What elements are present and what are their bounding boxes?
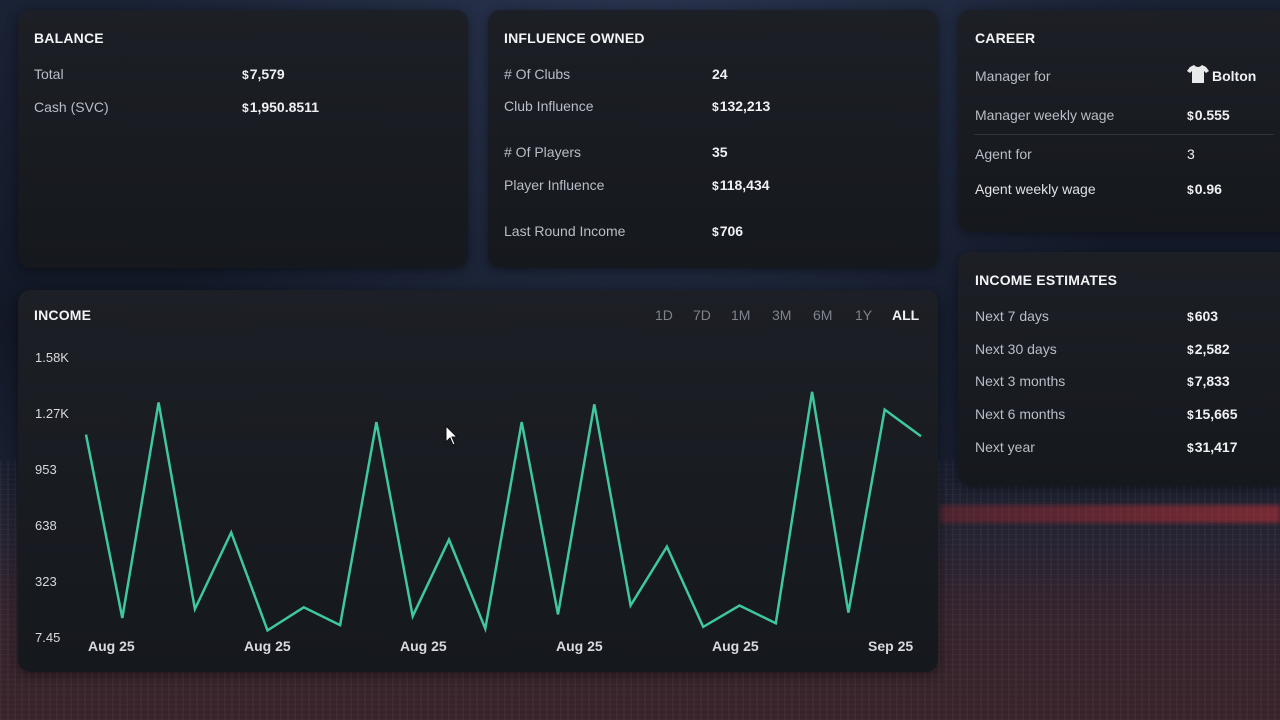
estimate-7d-label: Next 7 days	[975, 308, 1049, 324]
manager-for-club[interactable]: Bolton	[1212, 68, 1257, 84]
income-series-line	[84, 391, 922, 634]
income-data-point[interactable]	[519, 419, 525, 425]
income-data-point[interactable]	[83, 432, 89, 438]
estimate-year-label: Next year	[975, 439, 1035, 455]
income-data-point[interactable]	[628, 603, 634, 609]
club-influence-label: Club Influence	[504, 98, 594, 114]
agent-wage-label: Agent weekly wage	[975, 181, 1096, 197]
shirt-icon	[1187, 64, 1209, 89]
balance-cash-value: 1,950.8511	[242, 99, 319, 115]
balance-total-label: Total	[34, 66, 64, 82]
income-data-point[interactable]	[773, 620, 779, 626]
club-influence-value: 132,213	[712, 98, 771, 114]
income-data-point[interactable]	[737, 603, 743, 609]
x-tick-label: Aug 25	[400, 638, 447, 654]
estimate-year-value: 31,417	[1187, 439, 1238, 455]
income-title: INCOME	[34, 307, 92, 323]
x-tick-label: Aug 25	[88, 638, 135, 654]
y-tick-label: 638	[35, 518, 57, 533]
manager-wage-value: 0.555	[1187, 107, 1230, 123]
career-title: CAREER	[975, 30, 1036, 46]
estimate-30d-value: 2,582	[1187, 341, 1230, 357]
estimate-30d-label: Next 30 days	[975, 341, 1057, 357]
income-data-point[interactable]	[664, 544, 670, 550]
income-data-point[interactable]	[373, 419, 379, 425]
influence-panel: INFLUENCE OWNED # Of Clubs 24 Club Influ…	[488, 10, 938, 268]
y-tick-label: 1.27K	[35, 406, 69, 421]
estimate-3m-value: 7,833	[1187, 373, 1230, 389]
income-data-point[interactable]	[446, 537, 452, 543]
range-all-button[interactable]: ALL	[892, 307, 920, 323]
income-estimates-title: INCOME ESTIMATES	[975, 272, 1118, 288]
income-data-point[interactable]	[555, 611, 561, 617]
balance-title: BALANCE	[34, 30, 104, 46]
income-data-point[interactable]	[809, 389, 815, 395]
estimate-6m-label: Next 6 months	[975, 406, 1066, 422]
clubs-count-label: # Of Clubs	[504, 66, 571, 82]
balance-panel: BALANCE Total 7,579 Cash (SVC) 1,950.851…	[18, 10, 468, 268]
influence-title: INFLUENCE OWNED	[504, 30, 645, 46]
income-estimates-panel: INCOME ESTIMATES Next 7 days 603 Next 30…	[958, 252, 1280, 486]
manager-for-label: Manager for	[975, 68, 1051, 84]
y-tick-label: 7.45	[35, 630, 61, 645]
y-tick-label: 323	[35, 574, 57, 589]
income-data-point[interactable]	[119, 615, 125, 621]
career-panel: CAREER Manager for Bolton Manager weekly…	[958, 10, 1280, 232]
estimate-6m-value: 15,665	[1187, 406, 1238, 422]
players-count-value: 35	[712, 144, 728, 160]
range-3m-button[interactable]: 3M	[772, 307, 792, 323]
income-data-point[interactable]	[700, 624, 706, 630]
income-data-point[interactable]	[410, 613, 416, 619]
career-divider	[974, 134, 1274, 135]
income-data-point[interactable]	[301, 604, 307, 610]
income-data-point[interactable]	[337, 622, 343, 628]
income-data-point[interactable]	[918, 433, 924, 439]
income-data-point[interactable]	[591, 401, 597, 407]
range-6m-button[interactable]: 6M	[813, 307, 833, 323]
range-1d-button[interactable]: 1D	[655, 307, 673, 323]
income-data-point[interactable]	[845, 610, 851, 616]
clubs-count-value: 24	[712, 66, 728, 82]
estimate-3m-label: Next 3 months	[975, 373, 1066, 389]
income-data-point[interactable]	[192, 606, 198, 612]
balance-cash-label: Cash (SVC)	[34, 99, 109, 115]
y-tick-label: 953	[35, 462, 57, 477]
range-1m-button[interactable]: 1M	[731, 307, 751, 323]
estimate-7d-value: 603	[1187, 308, 1218, 324]
manager-wage-label: Manager weekly wage	[975, 107, 1115, 123]
last-round-income-value: 706	[712, 223, 743, 239]
mouse-cursor-icon	[445, 424, 459, 452]
income-data-point[interactable]	[482, 626, 488, 632]
x-tick-label: Aug 25	[556, 638, 603, 654]
y-tick-label: 1.58K	[35, 350, 69, 365]
agent-wage-value: 0.96	[1187, 181, 1222, 197]
agent-for-label: Agent for	[975, 146, 1032, 162]
x-tick-label: Sep 25	[868, 638, 914, 654]
income-data-point[interactable]	[265, 627, 271, 633]
players-count-label: # Of Players	[504, 144, 582, 160]
balance-total-value: 7,579	[242, 66, 285, 82]
player-influence-label: Player Influence	[504, 177, 605, 193]
income-data-point[interactable]	[156, 400, 162, 406]
x-tick-label: Aug 25	[244, 638, 291, 654]
range-7d-button[interactable]: 7D	[693, 307, 711, 323]
last-round-income-label: Last Round Income	[504, 223, 626, 239]
x-tick-label: Aug 25	[712, 638, 759, 654]
income-data-point[interactable]	[882, 407, 888, 413]
stadium-banner	[940, 505, 1280, 523]
income-data-point[interactable]	[228, 530, 234, 536]
agent-for-value: 3	[1187, 146, 1195, 162]
range-1y-button[interactable]: 1Y	[855, 307, 873, 323]
player-influence-value: 118,434	[712, 177, 770, 193]
